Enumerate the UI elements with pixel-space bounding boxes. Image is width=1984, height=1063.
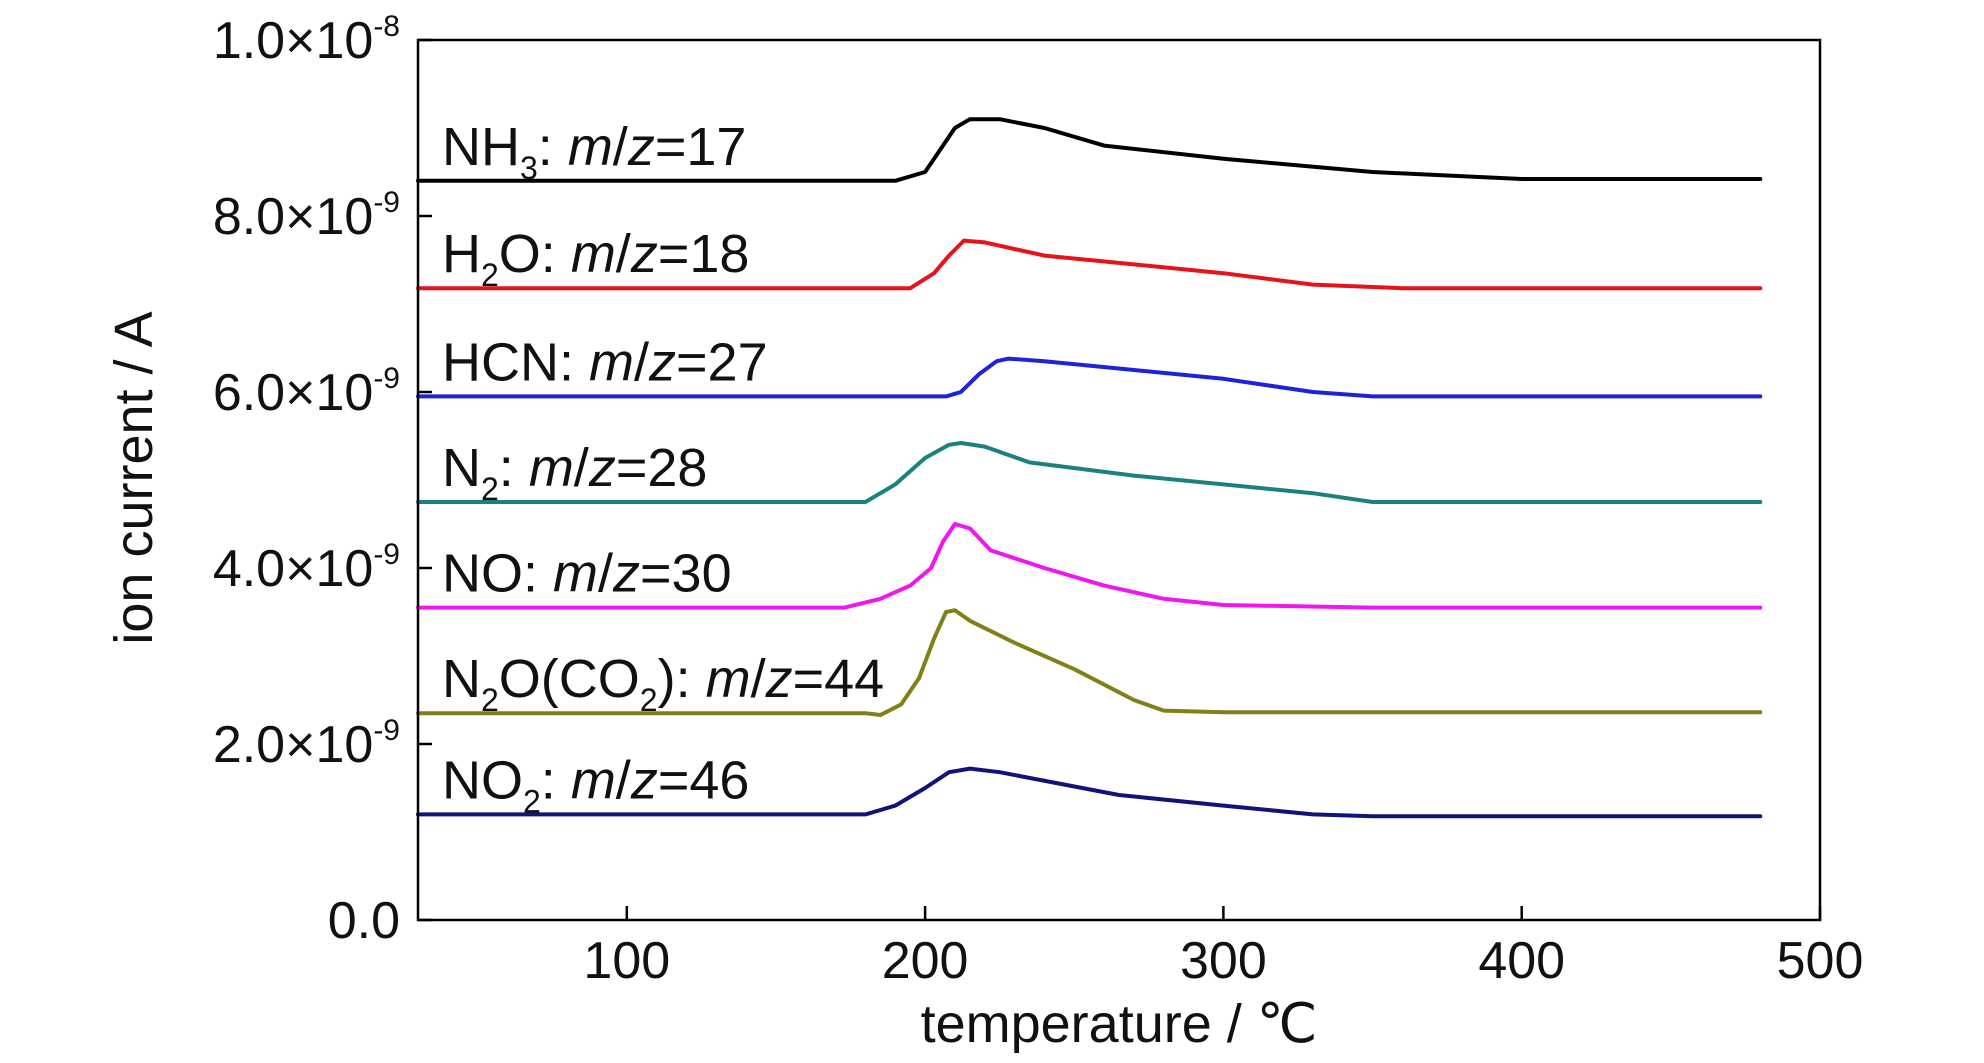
x-tick-label: 500 xyxy=(1777,932,1864,990)
plot-frame xyxy=(416,38,1822,922)
series-line-0 xyxy=(416,117,1763,183)
x-tick-label: 300 xyxy=(1180,932,1267,990)
series-label-6: NO2: m/z=46 xyxy=(442,750,749,819)
y-tick-label: 8.0×10-9 xyxy=(213,186,400,246)
y-tick-label: 4.0×10-9 xyxy=(213,538,400,598)
y-tick-label: 2.0×10-9 xyxy=(213,714,400,774)
series-label-0: NH3: m/z=17 xyxy=(442,117,746,186)
series-line-1 xyxy=(416,238,1763,291)
series-layer xyxy=(416,117,1763,819)
series-line-6 xyxy=(416,766,1763,819)
series-label-5: N2O(CO2): m/z=44 xyxy=(442,649,884,718)
series-line-2 xyxy=(416,356,1763,399)
y-tick-label: 0.0 xyxy=(328,892,400,950)
series-label-layer: NH3: m/z=17 H2O: m/z=18 HCN: m/z=27 N2: m/z… xyxy=(442,117,884,820)
y-axis-label: ion current / A xyxy=(104,311,164,644)
series-label-3: N2: m/z=28 xyxy=(442,438,707,507)
x-tick-label: 200 xyxy=(882,932,969,990)
x-axis-label: temperature / ℃ xyxy=(921,994,1318,1054)
series-line-4 xyxy=(416,522,1763,610)
x-tick-label: 400 xyxy=(1478,932,1565,990)
series-label-4: NO: m/z=30 xyxy=(442,544,732,604)
series-line-3 xyxy=(416,441,1763,504)
series-label-2: HCN: m/z=27 xyxy=(442,332,768,392)
x-tick-label: 100 xyxy=(583,932,670,990)
y-tick-label: 6.0×10-9 xyxy=(213,362,400,422)
series-line-5 xyxy=(416,608,1763,717)
series-label-1: H2O: m/z=18 xyxy=(442,224,749,293)
y-tick-label: 1.0×10-8 xyxy=(213,10,400,70)
axis-tick-layer: 100 200 300 400 500 0.0 2.0×10-9 4.0×10-9 6.0×10… xyxy=(213,10,1864,990)
